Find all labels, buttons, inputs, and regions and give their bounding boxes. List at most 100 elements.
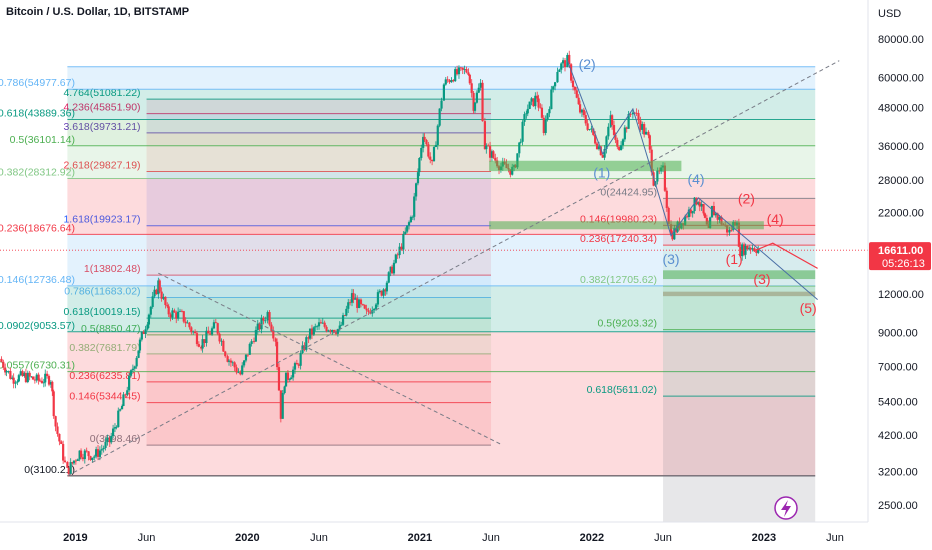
bar-countdown: 05:26:13 — [882, 258, 925, 270]
candle-body — [133, 366, 136, 369]
fib-retracement-main[interactable]: 0.786(54977.67) 0.618(43889.36) 0.5(36101.… — [0, 66, 816, 477]
fib-band — [663, 329, 816, 397]
candle-body — [30, 376, 33, 378]
candle-body — [635, 112, 638, 114]
candle-body — [472, 92, 475, 111]
fib-level-label: 0.382(7681.79) — [69, 342, 140, 354]
candle-body — [389, 266, 392, 273]
candle-body — [167, 306, 170, 315]
candle-body — [459, 67, 462, 69]
price-zone[interactable] — [663, 291, 816, 297]
fib-band — [663, 245, 816, 287]
candle-body — [404, 231, 407, 235]
candle-body — [577, 97, 580, 105]
candle-body — [349, 302, 352, 304]
candle-body — [308, 328, 312, 339]
candle-body — [667, 207, 670, 225]
lightning-badge[interactable] — [774, 496, 798, 520]
candle-body — [106, 437, 109, 442]
candle-body — [436, 125, 439, 145]
candle-body — [262, 317, 265, 321]
candle-body — [446, 79, 449, 81]
candle-body — [730, 229, 733, 231]
trendline[interactable] — [67, 60, 840, 477]
candle-body — [124, 394, 127, 396]
time-tick: Jun — [482, 532, 500, 544]
candle-body — [96, 449, 100, 457]
candle-body — [532, 98, 535, 107]
fib-level-label: 0(3100.21) — [24, 464, 75, 476]
candle-body — [316, 326, 319, 328]
fib-level-label: 1(13802.48) — [84, 263, 141, 275]
candle-body — [457, 67, 461, 75]
candle-body — [438, 108, 441, 126]
projection-line[interactable] — [753, 242, 818, 269]
candle-body — [523, 114, 526, 122]
time-tick: Jun — [138, 532, 156, 544]
candle-body — [643, 124, 646, 135]
candle-body — [210, 328, 214, 335]
candle-body — [4, 367, 7, 373]
candle-body — [384, 289, 387, 292]
candle-body — [0, 358, 3, 362]
candle-body — [396, 254, 399, 256]
candle-body — [629, 114, 632, 115]
trendline[interactable] — [158, 272, 503, 446]
candle-body — [354, 298, 357, 300]
price-zone[interactable] — [489, 160, 682, 172]
candle-body — [487, 145, 490, 147]
candle-body — [7, 370, 10, 372]
candle-body — [751, 248, 754, 250]
price-tick: 4200.00 — [878, 430, 918, 442]
fib-band — [67, 371, 816, 476]
plot-area[interactable]: 4.764(51081.22) 4.236(45851.90) 3.618(3973… — [0, 50, 868, 522]
candle-body — [609, 115, 612, 127]
candle-body — [317, 322, 321, 327]
price-zone[interactable] — [489, 221, 764, 230]
candle-body — [673, 227, 676, 240]
candle-body — [468, 74, 471, 84]
candle-body — [38, 380, 42, 382]
fib-level-label: 0.618(10019.15) — [63, 306, 140, 318]
price-tick: 36000.00 — [878, 141, 924, 153]
candle-body — [115, 426, 118, 428]
candle-body — [19, 371, 22, 376]
candle-body — [275, 341, 279, 368]
wave-label: (4) — [767, 211, 784, 227]
candle-body — [74, 460, 77, 462]
candle-body — [325, 326, 328, 332]
current-price-bg — [869, 242, 931, 271]
candle-body — [414, 183, 418, 197]
price-axis[interactable]: USD 80000.00 60000.00 48000.00 36000.00 2800… — [867, 0, 932, 550]
fib-retracement-right[interactable]: 0(24424.95)0.146(19980.23)0.236(17240.34… — [580, 186, 816, 522]
price-zone[interactable] — [663, 270, 816, 280]
candle-body — [331, 329, 334, 332]
candle-body — [534, 95, 537, 107]
candle-body — [272, 330, 275, 339]
candle-body — [597, 146, 601, 150]
candle-body — [616, 139, 619, 147]
candle-body — [14, 382, 17, 384]
time-axis[interactable]: 2019 Jun 2020 Jun 2021 Jun 2022 Jun 2023 Jun — [0, 521, 932, 550]
candle-body — [644, 131, 648, 135]
candle-body — [67, 467, 70, 474]
candle-body — [62, 443, 65, 461]
candle-body — [402, 234, 405, 250]
candle-body — [739, 246, 742, 257]
wave-label: (3) — [662, 251, 679, 267]
candle-body — [24, 373, 28, 383]
candle-body — [303, 345, 306, 350]
candle-body — [378, 290, 381, 293]
time-tick: Jun — [310, 532, 328, 544]
price-tick: 48000.00 — [878, 102, 924, 114]
candle-body — [705, 217, 708, 225]
candle-body — [72, 460, 76, 464]
candle-body — [58, 433, 61, 442]
candle-body — [231, 362, 234, 364]
candle-body — [93, 456, 96, 458]
candle-body — [748, 247, 751, 250]
candle-body — [207, 330, 210, 334]
time-tick: 2023 — [752, 532, 776, 544]
